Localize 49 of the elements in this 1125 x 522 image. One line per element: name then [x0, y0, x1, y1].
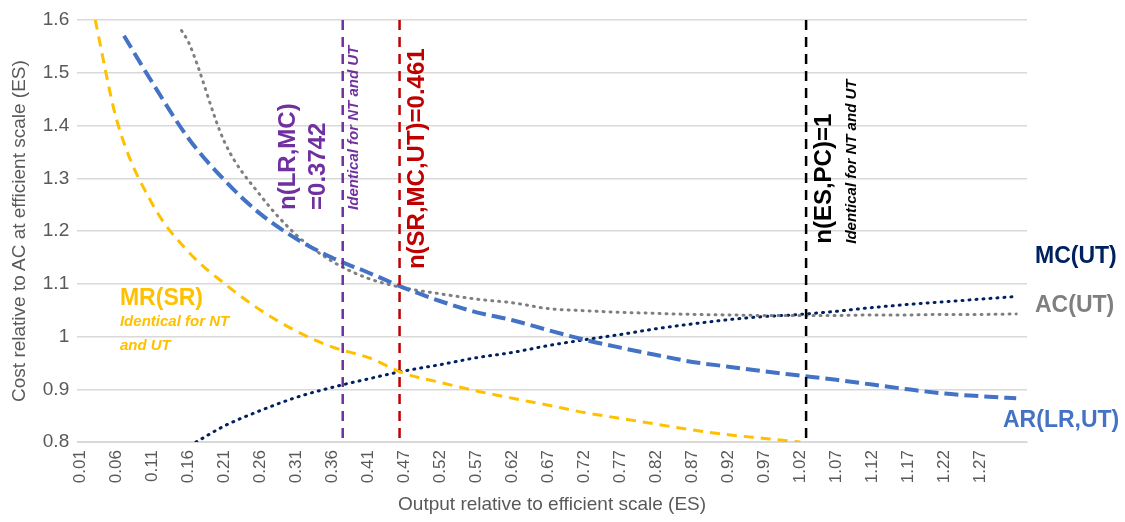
- line-series: [93, 20, 802, 443]
- x-tick-label: 0.92: [718, 450, 738, 484]
- series-label: AR(LR,UT): [1003, 405, 1120, 432]
- annotation: n(ES,PC)=1: [808, 113, 836, 244]
- y-tick-label: 1.2: [42, 219, 70, 241]
- y-tick-label: 1.1: [42, 272, 70, 294]
- x-tick-label: 0.62: [502, 450, 522, 484]
- x-tick-label: 0.47: [394, 450, 414, 484]
- x-tick-label: 0.67: [538, 450, 558, 484]
- x-tick-label: 0.01: [70, 450, 90, 484]
- x-tick-label: 0.11: [142, 450, 162, 482]
- y-axis-title: Cost relative to AC at efficient scale (ES): [7, 60, 29, 402]
- y-tick-label: 1: [58, 324, 70, 346]
- series-label: MR(SR): [119, 283, 203, 310]
- x-tick-label: 0.21: [214, 450, 234, 484]
- x-tick-label: 0.87: [682, 450, 702, 484]
- x-tick-label: 0.82: [646, 450, 666, 484]
- x-tick-label: 0.26: [250, 450, 270, 484]
- y-tick-label: 1.5: [42, 61, 70, 82]
- y-tick-label: 1.6: [42, 8, 70, 30]
- x-tick-label: 0.57: [466, 450, 486, 484]
- annotation: Identical for NT and UT: [119, 312, 231, 354]
- x-tick-label: 1.02: [790, 450, 810, 484]
- y-tick-label: 0.9: [42, 377, 70, 399]
- annotation: n(LR,MC) =0.3742: [273, 103, 331, 210]
- series-label: MC(UT): [1035, 241, 1117, 268]
- annotation: Identical for NT and UT: [344, 43, 362, 210]
- x-tick-label: 0.97: [754, 450, 774, 484]
- y-tick-label: 0.8: [42, 430, 70, 452]
- x-tick-label: 0.77: [610, 450, 630, 484]
- x-tick-label: 1.22: [933, 450, 953, 484]
- annotation: n(SR,MC,UT)=0.461: [402, 48, 430, 270]
- x-tick-label: 1.12: [861, 450, 881, 484]
- x-tick-label: 1.27: [969, 450, 989, 484]
- x-tick-label: 0.72: [574, 450, 594, 484]
- x-tick-label: 0.06: [106, 450, 126, 484]
- x-tick-label: 1.17: [897, 450, 917, 484]
- x-tick-label: 1.07: [826, 450, 846, 484]
- x-tick-label: 0.52: [430, 450, 450, 484]
- x-tick-label: 0.36: [322, 450, 342, 484]
- x-axis-title: Output relative to efficient scale (ES): [398, 492, 707, 514]
- x-tick-label: 0.16: [178, 450, 198, 484]
- x-tick-label: 0.41: [358, 450, 378, 484]
- x-tick-label: 0.31: [286, 450, 306, 484]
- line-series: [121, 33, 1019, 401]
- annotation: Identical for NT and UT: [841, 77, 859, 244]
- y-tick-label: 1.4: [42, 113, 70, 135]
- y-tick-label: 1.3: [42, 166, 70, 188]
- series-label: AC(UT): [1035, 291, 1115, 318]
